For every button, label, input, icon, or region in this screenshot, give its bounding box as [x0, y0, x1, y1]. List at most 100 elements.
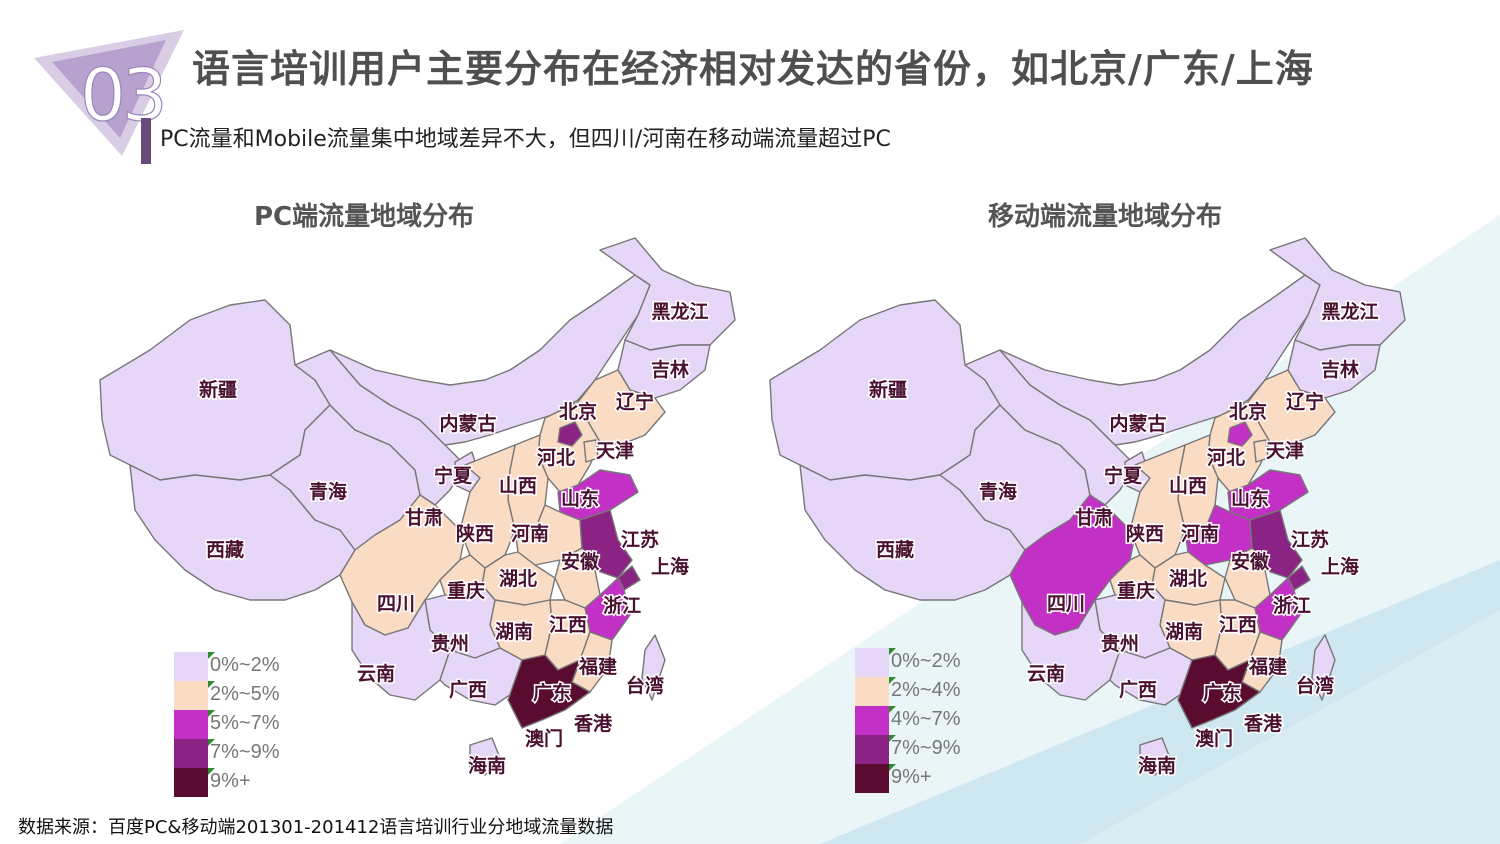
province-neimenggu	[999, 274, 1321, 446]
province-label-hongkong: 香港	[573, 713, 613, 735]
province-label-heilongjiang: 黑龙江	[651, 300, 708, 323]
province-label-anhui: 安徽	[1231, 550, 1270, 573]
province-label-qinghai: 青海	[309, 480, 347, 503]
province-guangdong	[507, 654, 591, 729]
legend-swatch	[174, 710, 215, 739]
province-beijing	[557, 421, 583, 447]
legend-swatch	[855, 735, 896, 764]
province-label-macau: 澳门	[1195, 727, 1233, 750]
legend-label: 2%~5%	[210, 683, 280, 705]
province-tianjin	[583, 439, 599, 463]
legend-label: 5%~7%	[210, 712, 280, 734]
province-label-tianjin: 天津	[596, 439, 634, 462]
province-label-jiangxi: 江西	[1219, 614, 1257, 636]
subtitle-accent-bar	[141, 118, 151, 164]
province-label-jiangsu: 江苏	[1291, 528, 1329, 551]
legend-label: 2%~4%	[891, 679, 961, 701]
legend-swatch	[174, 681, 215, 710]
province-tianjin	[1253, 439, 1269, 463]
province-label-gansu: 甘肃	[1075, 506, 1113, 529]
province-label-hubei: 湖北	[1169, 568, 1207, 590]
province-label-shandong: 山东	[1231, 487, 1269, 510]
province-label-yunnan: 云南	[1027, 663, 1065, 685]
legend-label: 0%~2%	[210, 654, 280, 676]
province-label-hubei: 湖北	[499, 568, 537, 590]
province-label-shanxi: 山西	[499, 475, 537, 497]
section-number: 03	[80, 53, 164, 137]
province-label-chongqing: 重庆	[447, 579, 485, 602]
province-label-neimenggu: 内蒙古	[1109, 412, 1166, 435]
province-taiwan	[1311, 634, 1336, 701]
page-subtitle: PC流量和Mobile流量集中地域差异不大，但四川/河南在移动端流量超过PC	[160, 127, 891, 152]
province-label-gansu: 甘肃	[405, 506, 443, 529]
province-label-guangdong: 广东	[1203, 681, 1241, 704]
legend-swatch	[174, 652, 215, 681]
province-label-jiangxi: 江西	[549, 614, 587, 636]
province-label-liaoning: 辽宁	[616, 390, 654, 413]
province-hainan	[469, 737, 501, 776]
province-label-hongkong: 香港	[1243, 713, 1283, 735]
province-label-hainan: 海南	[1138, 754, 1176, 777]
section-badge: 03	[34, 30, 184, 156]
province-label-yunnan: 云南	[357, 663, 395, 685]
province-label-hunan: 湖南	[1165, 621, 1203, 643]
province-label-anhui: 安徽	[561, 550, 600, 573]
province-label-xizang: 西藏	[876, 538, 914, 561]
province-label-henan: 河南	[1181, 523, 1219, 545]
province-liaoning	[1247, 369, 1336, 446]
province-beijing	[1227, 421, 1253, 447]
province-label-liaoning: 辽宁	[1286, 390, 1324, 413]
province-label-guangxi: 广西	[1119, 678, 1157, 701]
legend-label: 7%~9%	[210, 741, 280, 763]
province-label-jilin: 吉林	[1321, 358, 1359, 381]
province-label-shanxi: 山西	[1169, 475, 1207, 497]
province-label-guangxi: 广西	[449, 678, 487, 701]
province-guangxi	[1109, 647, 1193, 706]
province-label-guizhou: 贵州	[431, 633, 469, 655]
data-source-footnote: 数据来源：百度PC&移动端201301-201412语言培训行业分地域流量数据	[18, 817, 614, 838]
province-label-jiangsu: 江苏	[621, 528, 659, 551]
province-label-fujian: 福建	[578, 655, 617, 678]
province-label-zhejiang: 浙江	[1273, 594, 1311, 617]
province-label-xinjiang: 新疆	[869, 378, 907, 401]
mobile-map-title: 移动端流量地域分布	[988, 202, 1223, 232]
province-label-hebei: 河北	[1207, 447, 1245, 469]
province-label-hunan: 湖南	[495, 621, 533, 643]
province-label-hainan: 海南	[468, 754, 506, 777]
province-label-taiwan: 台湾	[626, 674, 664, 697]
legend-swatch	[174, 739, 215, 768]
province-guangxi	[439, 647, 523, 706]
legend-swatch	[174, 768, 215, 797]
pc-map-title: PC端流量地域分布	[254, 202, 475, 232]
province-label-shandong: 山东	[561, 487, 599, 510]
province-label-guizhou: 贵州	[1101, 633, 1139, 655]
province-label-zhejiang: 浙江	[603, 594, 641, 617]
legend-label: 0%~2%	[891, 650, 961, 672]
province-label-fujian: 福建	[1248, 655, 1287, 678]
province-label-hebei: 河北	[537, 447, 575, 469]
province-label-macau: 澳门	[525, 727, 563, 750]
province-label-ningxia: 宁夏	[434, 464, 473, 487]
province-label-ningxia: 宁夏	[1104, 464, 1143, 487]
legend-swatch	[855, 764, 896, 793]
province-label-tianjin: 天津	[1266, 439, 1304, 462]
province-label-taiwan: 台湾	[1296, 674, 1334, 697]
province-hainan	[1139, 737, 1171, 776]
province-label-xizang: 西藏	[206, 538, 244, 561]
province-label-jilin: 吉林	[651, 358, 689, 381]
province-guangdong	[1177, 654, 1261, 729]
province-label-beijing: 北京	[559, 400, 597, 423]
page-title: 语言培训用户主要分布在经济相对发达的省份，如北京/广东/上海	[192, 47, 1314, 91]
province-label-sichuan: 四川	[377, 593, 415, 615]
province-label-neimenggu: 内蒙古	[439, 412, 496, 435]
legend-label: 9%+	[891, 766, 932, 788]
province-label-qinghai: 青海	[979, 480, 1017, 503]
province-label-chongqing: 重庆	[1117, 579, 1155, 602]
province-label-beijing: 北京	[1229, 400, 1267, 423]
province-label-sichuan: 四川	[1047, 593, 1085, 615]
legend-label: 7%~9%	[891, 737, 961, 759]
legend-label: 9%+	[210, 770, 251, 792]
province-label-guangdong: 广东	[533, 681, 571, 704]
